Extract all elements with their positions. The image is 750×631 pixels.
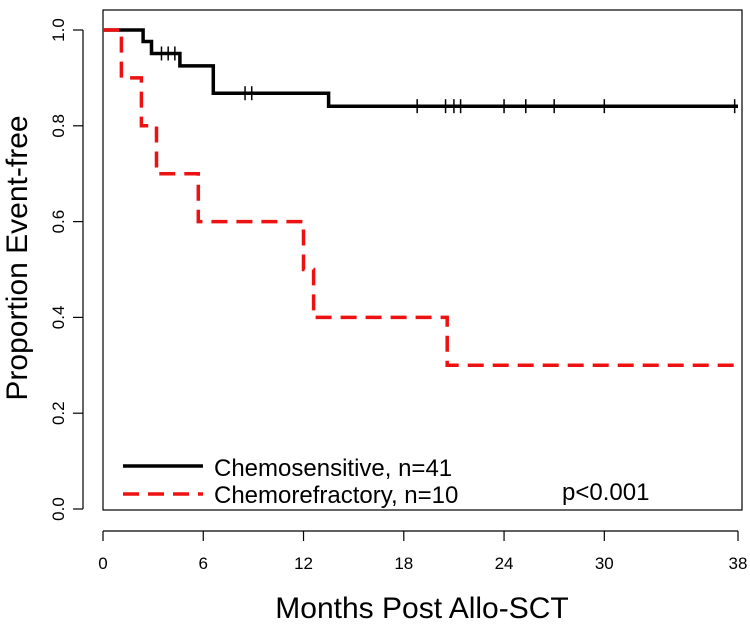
x-axis-label: Months Post Allo-SCT: [275, 592, 568, 625]
plot-border: [102, 9, 743, 511]
p-value-annotation: p<0.001: [562, 479, 649, 506]
legend-label-chemorefractory: Chemorefractory, n=10: [214, 482, 458, 509]
y-tick-label-2: 0.4: [49, 306, 68, 330]
series-line-0: [103, 28, 738, 108]
series-group: [103, 28, 738, 368]
x-axis: 0 6 12 18 24 30 38: [98, 530, 748, 573]
legend-label-chemosensitive: Chemosensitive, n=41: [214, 455, 452, 482]
y-axis: 0.0 0.2 0.4 0.6 0.8 1.0: [49, 18, 84, 521]
y-tick-label-3: 0.6: [49, 210, 68, 234]
x-tick-label-2: 12: [294, 554, 313, 573]
x-tick-label-5: 30: [595, 554, 614, 573]
x-tick-label-6: 38: [729, 554, 748, 573]
y-tick-label-5: 1.0: [49, 18, 68, 42]
y-tick-label-1: 0.2: [49, 401, 68, 425]
y-tick-label-0: 0.0: [49, 497, 68, 521]
y-axis-label: Proportion Event-free: [1, 115, 34, 400]
legend: Chemosensitive, n=41 Chemorefractory, n=…: [123, 455, 458, 509]
x-tick-label-1: 6: [199, 554, 208, 573]
y-tick-label-4: 0.8: [49, 114, 68, 138]
x-tick-label-0: 0: [98, 554, 107, 573]
plot-frame: [102, 9, 743, 511]
x-tick-label-4: 24: [495, 554, 514, 573]
series-line-1: [103, 28, 738, 368]
x-tick-label-3: 18: [394, 554, 413, 573]
